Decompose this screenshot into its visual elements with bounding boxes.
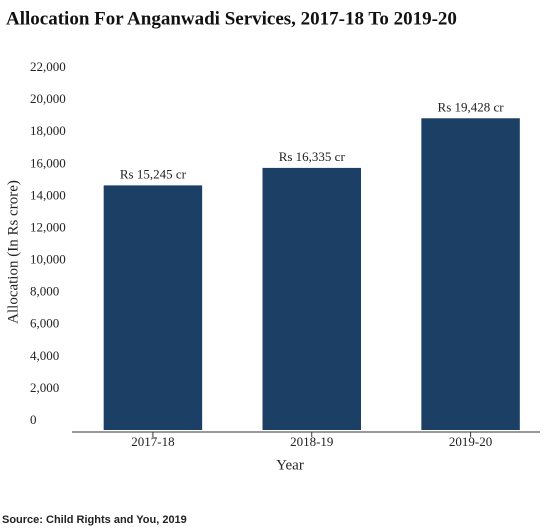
bar — [103, 185, 203, 430]
source: Source: Child Rights and You, 2019 — [2, 514, 187, 526]
x-axis-title: Year — [276, 457, 304, 473]
y-tick-label: 12,000 — [30, 219, 66, 234]
value-label: Rs 16,335 cr — [279, 149, 346, 164]
x-tick-label: 2018-19 — [290, 434, 333, 449]
chart-title: Allocation For Anganwadi Services, 2017-… — [6, 8, 457, 29]
x-tick-label: 2017-18 — [131, 434, 174, 449]
y-tick-label: 22,000 — [30, 59, 66, 74]
bar — [421, 118, 520, 430]
y-tick-label: 2,000 — [30, 380, 59, 395]
y-tick-label: 6,000 — [30, 316, 59, 331]
y-tick-label: 20,000 — [30, 91, 66, 106]
y-tick-label: 4,000 — [30, 348, 59, 363]
value-label: Rs 19,428 cr — [438, 99, 505, 114]
y-tick-label: 8,000 — [30, 284, 59, 299]
y-tick-label: 16,000 — [30, 155, 66, 170]
y-tick-label: 14,000 — [30, 187, 66, 202]
bar — [262, 167, 361, 430]
y-tick-label: 10,000 — [30, 252, 66, 267]
y-tick-label: 0 — [30, 412, 37, 427]
x-tick-label: 2019-20 — [449, 434, 492, 449]
y-tick-label: 18,000 — [30, 123, 66, 138]
value-label: Rs 15,245 cr — [120, 166, 187, 181]
y-axis-title: Allocation (In Rs crore) — [5, 180, 21, 324]
